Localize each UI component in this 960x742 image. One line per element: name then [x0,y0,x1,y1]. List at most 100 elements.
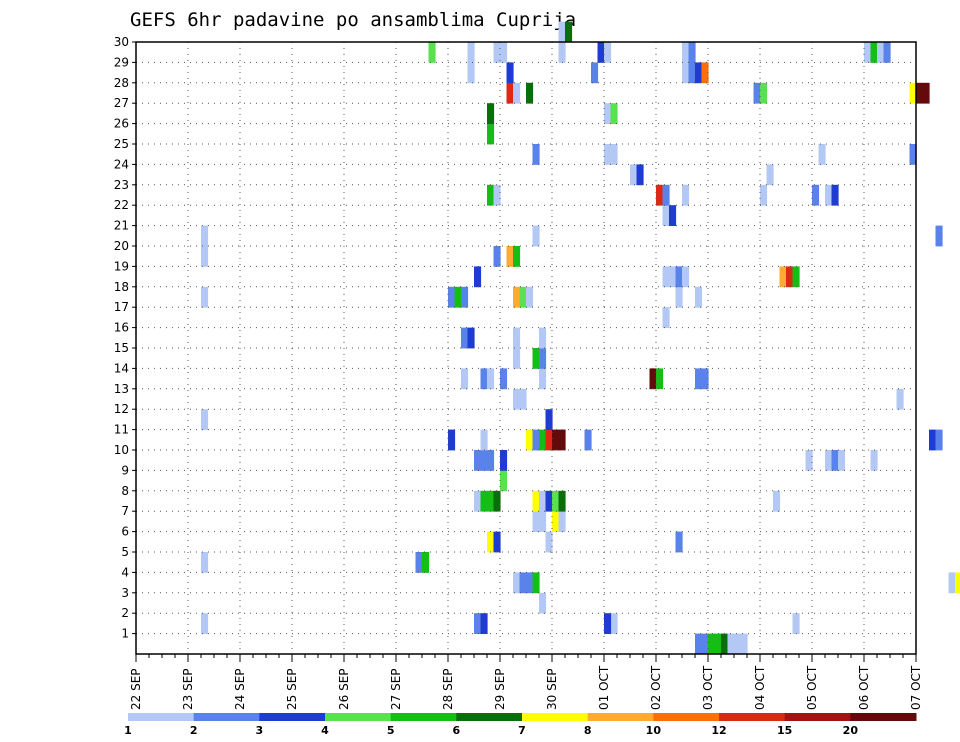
heatmap-cell [513,348,521,369]
heatmap-cell [955,572,960,594]
heatmap-cell [662,307,670,328]
heatmap-cell [825,450,833,471]
heatmap-cell [487,184,495,206]
heatmap-cell [760,82,768,104]
heatmap-cell [532,225,540,247]
heatmap-cell [474,450,482,471]
colorbar-swatch [653,713,720,721]
heatmap-cell [792,613,800,634]
heatmap-cell [695,286,703,308]
heatmap-cell [545,429,553,451]
heatmap-cell [558,42,566,63]
y-tick-label: 10 [114,443,129,457]
heatmap-cell [922,82,930,104]
y-tick-label: 9 [121,463,129,477]
x-axis: 22 SEP 23 SEP 24 SEP 25 SEP 26 SEP 27 SEP 28 S… [129,654,923,710]
colorbar-label: 5 [387,724,395,737]
heatmap-cell [461,327,469,349]
heatmap-cell [201,552,209,573]
heatmap-cell [526,429,534,451]
heatmap-cell [480,613,488,634]
x-tick-label: 28 SEP [441,668,455,710]
y-tick-label: 24 [114,157,129,171]
heatmap-cell [727,633,735,655]
colorbar-label: 15 [777,724,792,737]
heatmap-cell [526,82,534,104]
heatmap-cell [682,184,690,206]
heatmap-cell [545,409,553,430]
y-tick-label: 12 [114,402,129,416]
heatmap-cell [597,42,605,63]
heatmap-cell [656,184,664,206]
y-tick-label: 19 [114,259,129,273]
heatmap-cell [929,429,937,451]
heatmap-cell [201,225,209,247]
x-tick-label: 24 SEP [233,668,247,710]
heatmap-cell [896,388,904,410]
heatmap-cell [539,490,547,512]
heatmap-cell [480,429,488,451]
heatmap-cell [467,42,475,63]
y-tick-label: 6 [121,525,129,539]
grid-lines [136,42,916,654]
heatmap-cell [487,103,495,124]
x-tick-label: 02 OCT [649,665,663,710]
heatmap-cell [604,613,612,634]
heatmap-cell [454,286,462,308]
heatmap-cell [701,368,709,390]
heatmap-cell [604,144,612,165]
heatmap-cell [552,429,560,451]
y-tick-label: 7 [121,504,129,518]
heatmap-cell [201,246,209,267]
y-tick-label: 15 [114,341,129,355]
chart-title: GEFS 6hr padavine po ansamblima Cuprija [130,9,576,31]
y-tick-label: 17 [114,300,129,314]
heatmap-cell [909,82,917,104]
heatmap-cell [695,633,703,655]
y-tick-label: 27 [114,96,129,110]
heatmap-cell [539,348,547,369]
y-tick-label: 5 [121,545,129,559]
x-tick-label: 22 SEP [129,668,143,710]
y-tick-label: 20 [114,239,129,253]
heatmap-cell [500,450,508,471]
heatmap-cell [539,592,547,614]
x-tick-label: 07 OCT [909,665,923,710]
colorbar-swatch [259,713,326,721]
heatmap-cell [487,490,495,512]
x-tick-label: 03 OCT [701,665,715,710]
heatmap-cell [513,327,521,349]
heatmap-cell [636,164,644,186]
heatmap-cell [519,286,527,308]
colorbar-swatch [850,713,917,721]
heatmap-cell [467,327,475,349]
y-axis: 1234567891011121314151617181920212223242… [114,35,136,641]
y-tick-label: 28 [114,76,129,90]
x-tick-label: 01 OCT [597,665,611,710]
heatmap-cell [656,368,664,390]
colorbar-label: 10 [646,724,662,737]
heatmap-cell [721,633,729,655]
heatmap-cell [838,450,846,471]
heatmap-cell [526,286,534,308]
y-tick-label: 29 [114,55,129,69]
heatmap-cell [539,429,547,451]
heatmap-cell [948,572,956,594]
heatmap-cell [682,266,690,288]
heatmap-cell [493,490,501,512]
y-tick-label: 22 [114,198,129,212]
colorbar-label: 8 [584,724,592,737]
colorbar-swatch [456,713,523,721]
heatmap-cell [487,368,495,390]
heatmap-cell [480,450,488,471]
y-tick-label: 8 [121,484,129,498]
heatmap-cell [448,429,456,451]
heatmap-cell [552,511,560,532]
heatmap-cell [740,633,748,655]
colorbar-label: 20 [843,724,859,737]
heatmap-cell [545,490,553,512]
y-tick-label: 26 [114,117,129,131]
y-tick-label: 18 [114,280,129,294]
heatmap-cell [532,144,540,165]
